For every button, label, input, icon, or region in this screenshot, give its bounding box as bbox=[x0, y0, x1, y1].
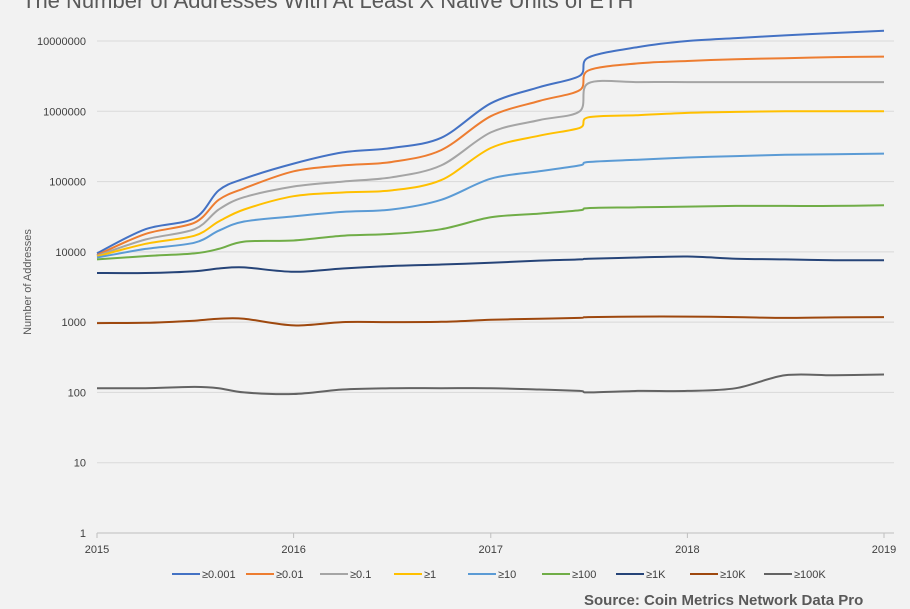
series-line-7 bbox=[96, 315, 885, 327]
series-line-6 bbox=[96, 255, 885, 275]
y-tick-label: 10000 bbox=[55, 247, 86, 259]
y-axis-title: Number of Addresses bbox=[22, 229, 34, 335]
y-tick-label: 100000 bbox=[49, 177, 86, 189]
legend-label: ≥10 bbox=[498, 569, 516, 581]
legend-label: ≥100 bbox=[572, 569, 596, 581]
series-lines bbox=[96, 29, 885, 396]
legend-label: ≥0.1 bbox=[350, 569, 371, 581]
series-line-0 bbox=[96, 29, 885, 255]
series-line-1 bbox=[96, 55, 885, 257]
x-tick-label: 2016 bbox=[281, 544, 305, 556]
x-tick-label: 2015 bbox=[85, 544, 109, 556]
x-tick-label: 2019 bbox=[872, 544, 896, 556]
legend-label: ≥1K bbox=[646, 569, 666, 581]
series-line-8 bbox=[96, 373, 885, 396]
y-tick-label: 10 bbox=[74, 458, 86, 470]
legend: ≥0.001 ≥0.01 ≥0.1 ≥1 ≥10 ≥100 ≥1K ≥10K ≥100K bbox=[172, 569, 826, 581]
y-tick-label: 10000000 bbox=[37, 36, 86, 48]
y-tick-labels: 1 10 100 1000 10000 100000 1000000 10000000 bbox=[37, 36, 86, 540]
series-line-2 bbox=[96, 79, 884, 257]
series-line-4 bbox=[96, 152, 885, 259]
legend-label: ≥0.01 bbox=[276, 569, 303, 581]
y-tick-label: 1000 bbox=[62, 317, 86, 329]
y-tick-label: 100 bbox=[68, 387, 86, 399]
x-tick-labels: 2015 2016 2017 2018 2019 bbox=[85, 533, 896, 556]
legend-label: ≥10K bbox=[720, 569, 746, 581]
y-tick-label: 1 bbox=[80, 528, 86, 540]
legend-label: ≥1 bbox=[424, 569, 436, 581]
legend-label: ≥100K bbox=[794, 569, 826, 581]
x-tick-label: 2017 bbox=[479, 544, 503, 556]
x-tick-label: 2018 bbox=[675, 544, 699, 556]
series-line-5 bbox=[96, 204, 885, 261]
chart-title: The Number of Addresses With At Least X … bbox=[22, 0, 634, 13]
legend-label: ≥0.001 bbox=[202, 569, 236, 581]
y-tick-label: 1000000 bbox=[43, 106, 86, 118]
series-line-3 bbox=[96, 110, 884, 258]
